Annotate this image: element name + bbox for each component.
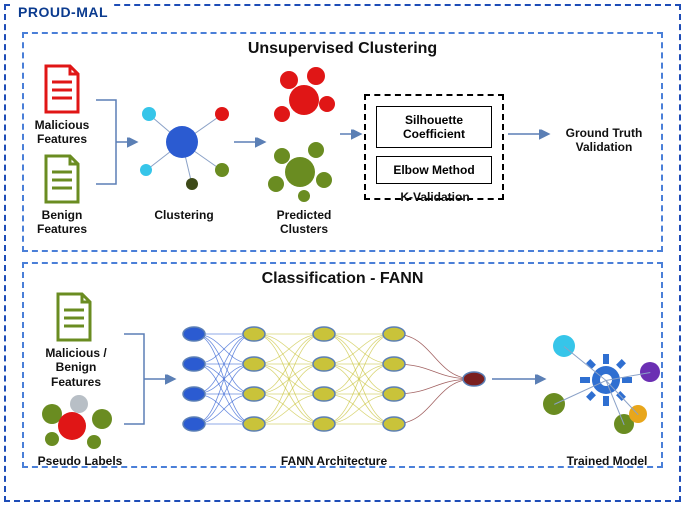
dot xyxy=(307,67,325,85)
dot xyxy=(186,178,198,190)
outer-frame: PROUD-MAL Unsupervised Clustering Malici… xyxy=(4,4,681,502)
dot xyxy=(92,409,112,429)
dot xyxy=(87,435,101,449)
dot xyxy=(298,190,310,202)
fann-arch-label: FANN Architecture xyxy=(254,454,414,468)
dot xyxy=(316,172,332,188)
dot xyxy=(215,163,229,177)
dot xyxy=(285,157,315,187)
dot xyxy=(70,395,88,413)
top-arrows xyxy=(24,34,661,250)
dot xyxy=(289,85,319,115)
dot xyxy=(319,96,335,112)
trained-model-label: Trained Model xyxy=(552,454,662,468)
dot xyxy=(58,412,86,440)
dot xyxy=(274,106,290,122)
dot xyxy=(45,432,59,446)
dot xyxy=(140,164,152,176)
dot xyxy=(215,107,229,121)
main-title: PROUD-MAL xyxy=(14,4,112,20)
panel-classification: Classification - FANN Malicious / Benign… xyxy=(22,262,663,468)
dot xyxy=(268,176,284,192)
fann-graphic xyxy=(24,264,661,466)
dot xyxy=(308,142,324,158)
dot xyxy=(142,107,156,121)
dot xyxy=(166,126,198,158)
panel-unsupervised: Unsupervised Clustering Malicious Featur… xyxy=(22,32,663,252)
